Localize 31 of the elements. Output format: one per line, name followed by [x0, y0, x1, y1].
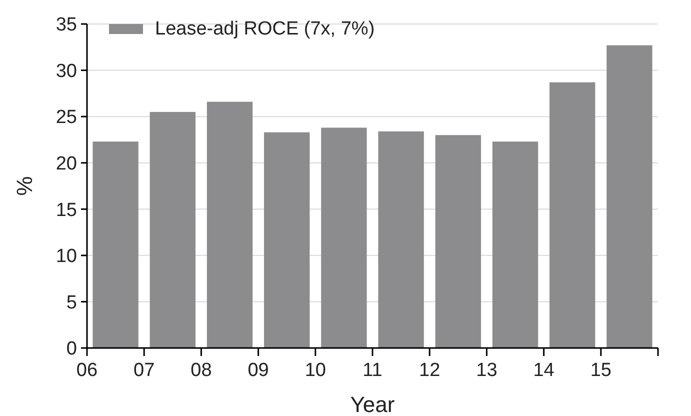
x-tick-label: 15: [590, 360, 612, 381]
y-tick-label: 5: [66, 292, 77, 314]
bar: [321, 128, 367, 348]
x-axis-title: Year: [350, 392, 395, 416]
x-tick-label: 07: [134, 360, 155, 381]
bar: [92, 142, 138, 348]
x-tick-label: 06: [76, 360, 98, 381]
x-tick-label: 09: [248, 360, 269, 381]
bar: [606, 45, 652, 348]
y-tick-label: 25: [56, 107, 77, 128]
x-tick-label: 13: [476, 360, 498, 381]
bar: [492, 142, 538, 348]
y-axis-title: %: [12, 176, 37, 196]
bar: [550, 82, 596, 348]
bar: [378, 131, 424, 348]
bar: [150, 112, 196, 348]
bar: [435, 135, 481, 348]
y-tick-label: 20: [56, 154, 77, 175]
x-tick-label: 10: [304, 360, 326, 381]
x-tick-label: 14: [533, 360, 555, 381]
y-tick-label: 15: [56, 200, 77, 221]
x-tick-label: 12: [419, 360, 440, 381]
x-tick-label: 11: [362, 360, 382, 381]
x-tick-label: 08: [190, 360, 212, 381]
y-tick-label: 30: [56, 60, 77, 82]
y-tick-label: 35: [56, 14, 77, 36]
y-tick-label: 0: [66, 338, 77, 360]
legend-label: Lease-adj ROCE (7x, 7%): [155, 18, 375, 40]
y-tick-label: 10: [56, 246, 77, 268]
bar: [206, 102, 253, 348]
bar: [264, 132, 310, 348]
